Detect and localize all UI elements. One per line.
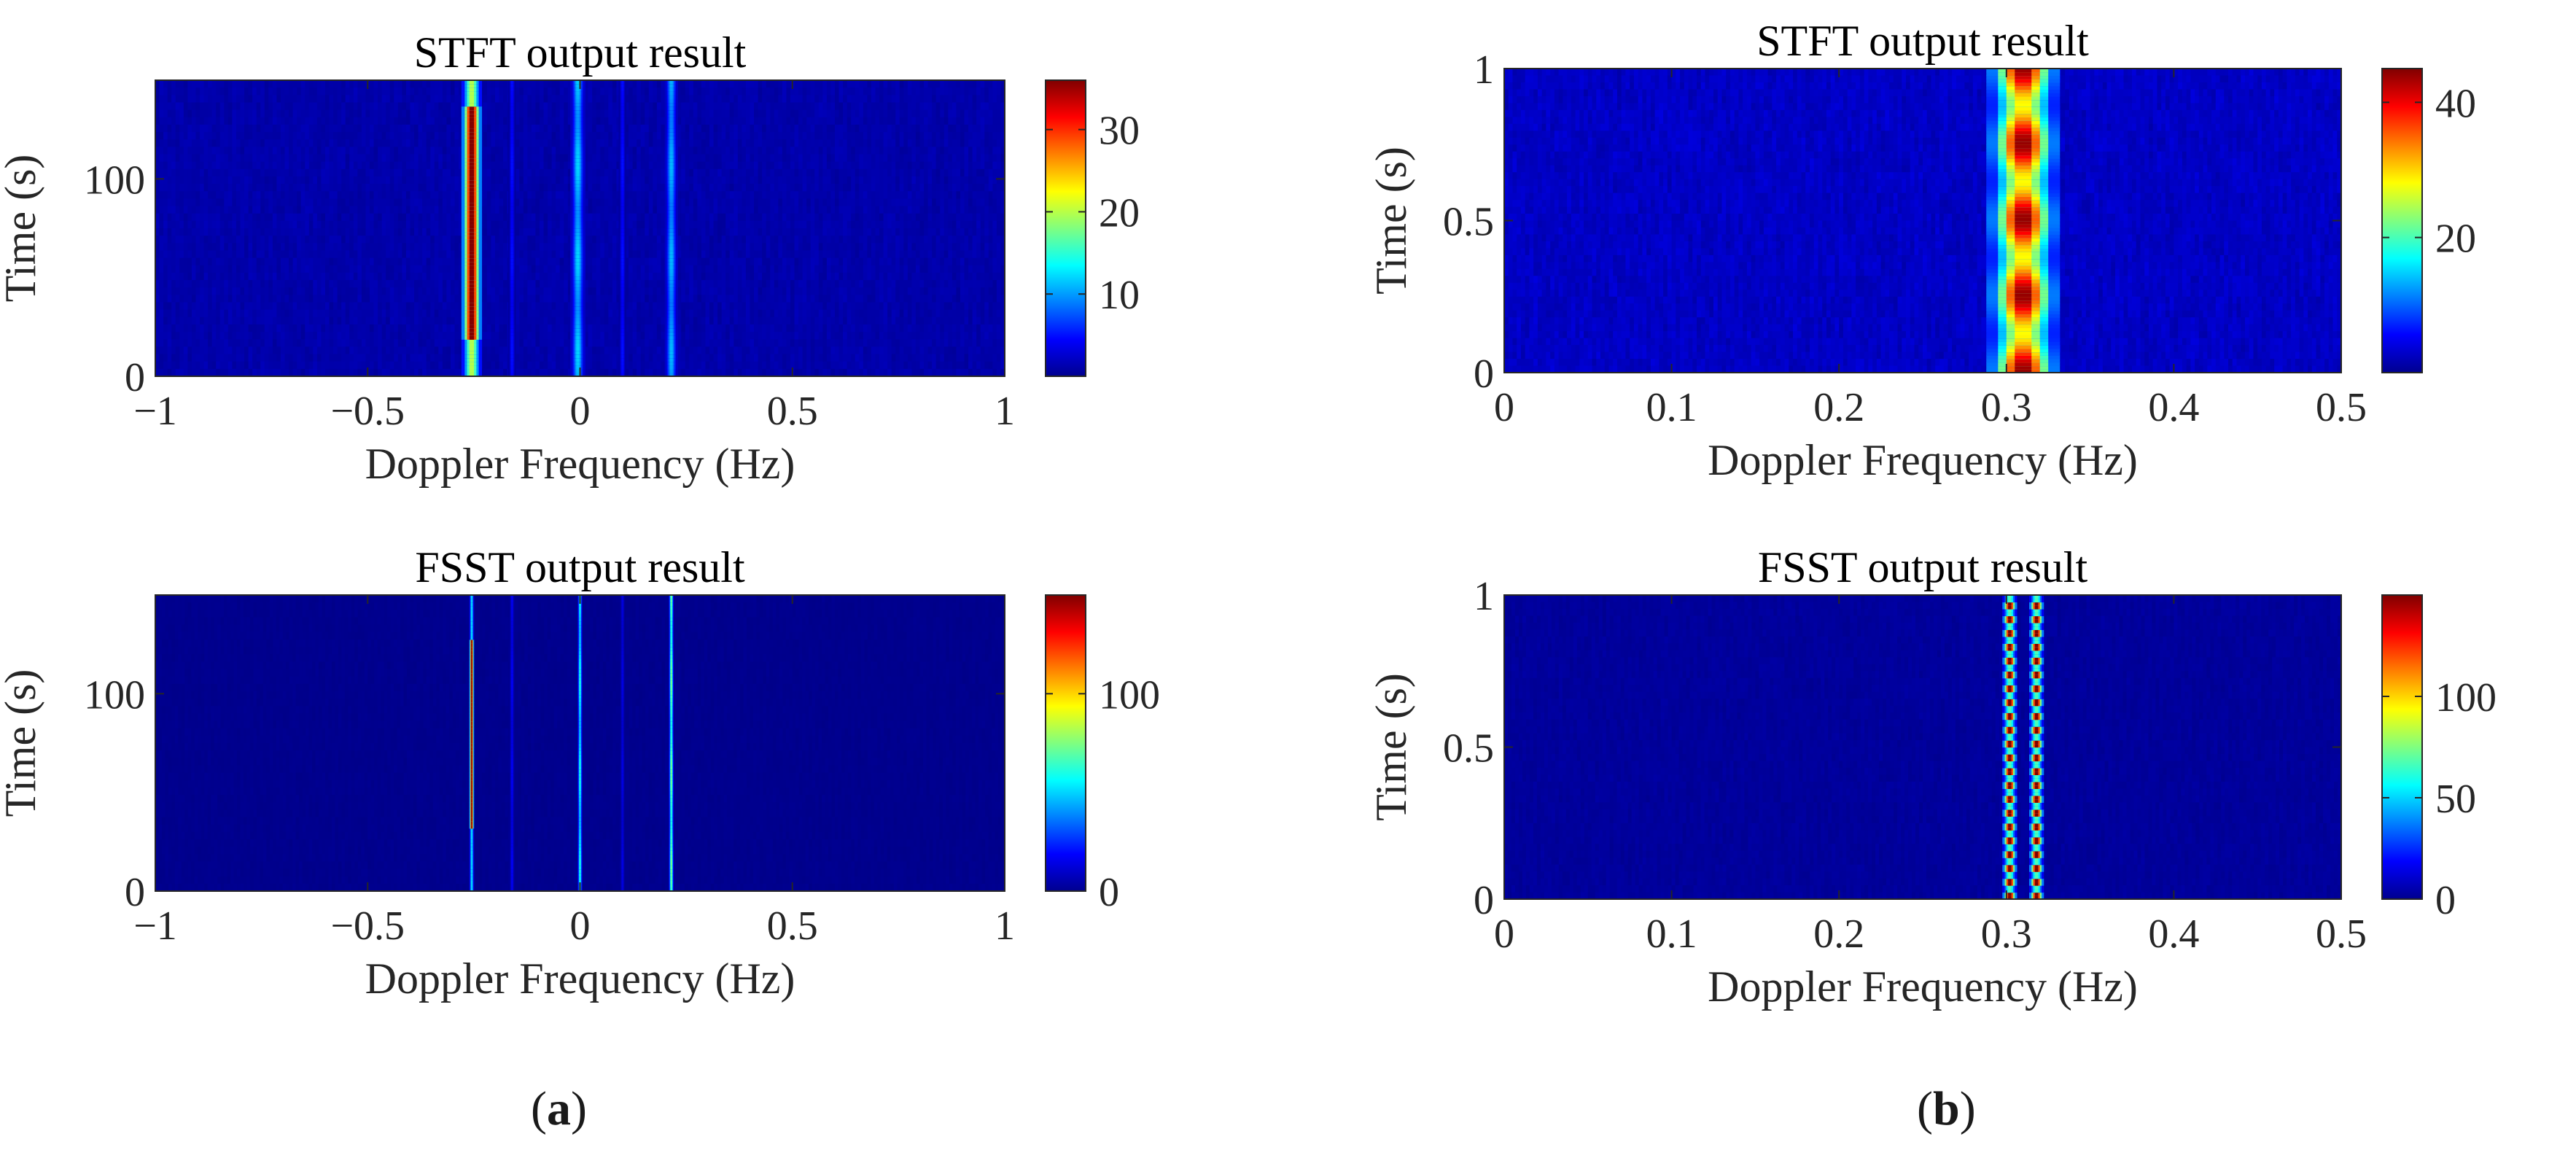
ridge-4 (664, 80, 678, 377)
chart-title: FSST output result (1758, 543, 2088, 591)
heatmap-field (155, 595, 1005, 892)
y-axis-label: Time (s) (0, 155, 44, 303)
ridge-3 (620, 595, 626, 892)
x-axis-label: Doppler Frequency (Hz) (1708, 436, 2138, 484)
colorbar-gradient (2382, 595, 2422, 899)
ridge-2 (577, 595, 583, 892)
x-tick-label: 0.1 (1646, 385, 1697, 430)
x-tick-label: 0.3 (1981, 385, 2032, 430)
ridge-0 (1986, 69, 2061, 373)
y-tick-label: 0 (125, 870, 145, 915)
y-tick-label: 0.5 (1443, 726, 1494, 771)
colorbar-gradient (1046, 595, 1086, 891)
chart-title: FSST output result (415, 543, 745, 591)
subplot-b-fsst: 0 0.1 0.2 0.3 0.4 0.5 0 0.5 1 FSST output result D… (1367, 543, 2497, 1011)
colorbar: 10 20 30 (1045, 79, 1140, 377)
y-tick-label: 1 (1474, 47, 1494, 93)
colorbar: 0 50 100 (2381, 594, 2497, 923)
x-tick-label: 0.5 (767, 389, 818, 434)
x-axis-label: Doppler Frequency (Hz) (1708, 963, 2138, 1011)
panel-label-a: (a) (531, 1085, 587, 1133)
x-tick-label: 0.2 (1813, 385, 1864, 430)
heatmap-field (155, 80, 1005, 377)
colorbar: 0 100 (1045, 594, 1160, 915)
colorbar-tick-label: 20 (1099, 190, 1140, 236)
colorbar-gradient (1046, 80, 1086, 376)
colorbar-tick-label: 50 (2435, 777, 2476, 822)
x-tick-label: 0.3 (1981, 912, 2032, 957)
x-tick-label: 1 (995, 389, 1015, 434)
ridge-1 (508, 80, 516, 377)
ridge-4 (669, 595, 674, 892)
x-tick-label: 0 (1494, 912, 1514, 957)
y-axis-label: Time (s) (0, 669, 44, 817)
x-tick-label: 0.4 (2148, 385, 2199, 430)
y-tick-label: 100 (84, 672, 145, 718)
y-tick-label: 100 (84, 158, 145, 203)
colorbar-frame (1045, 594, 1086, 892)
x-tick-label: −1 (133, 389, 177, 434)
x-tick-label: 0.2 (1813, 912, 1864, 957)
colorbar-frame (2381, 68, 2423, 373)
colorbar-gradient (2382, 69, 2422, 373)
heatmap-field (1504, 595, 2342, 900)
x-tick-label: 0.5 (2316, 912, 2367, 957)
heatmap-field (1504, 69, 2342, 373)
colorbar-tick-label: 10 (1099, 273, 1140, 318)
colorbar-tick-label: 0 (1099, 870, 1119, 915)
y-tick-label: 0 (125, 355, 145, 400)
colorbar-tick-label: 100 (1099, 672, 1160, 718)
ridge-1 (2029, 595, 2044, 900)
panel-label-b: (b) (1917, 1085, 1976, 1133)
x-tick-label: 1 (995, 903, 1015, 949)
ridge-0 (469, 595, 475, 892)
colorbar-tick-label: 100 (2435, 675, 2497, 720)
x-tick-label: 0 (570, 903, 591, 949)
colorbar-tick-label: 30 (1099, 109, 1140, 154)
subplot-a-fsst: −1 −0.5 0 0.5 1 0 100 FSST output result Doppler… (0, 543, 1160, 1003)
x-tick-label: 0 (570, 389, 591, 434)
colorbar-tick-label: 40 (2435, 81, 2476, 126)
colorbar-tick-label: 0 (2435, 878, 2456, 923)
x-axis-label: Doppler Frequency (Hz) (365, 440, 795, 488)
colorbar-tick-label: 20 (2435, 217, 2476, 262)
colorbar-frame (1045, 79, 1086, 377)
ridge-3 (618, 80, 626, 377)
x-tick-label: −0.5 (330, 903, 405, 949)
ridge-0 (461, 80, 483, 377)
y-axis-label: Time (s) (1367, 147, 1415, 295)
y-tick-label: 0.5 (1443, 200, 1494, 245)
ridge-2 (570, 80, 585, 377)
subplot-b-stft: 0 0.1 0.2 0.3 0.4 0.5 0 0.5 1 STFT output result D… (1367, 17, 2476, 484)
x-tick-label: −1 (133, 903, 177, 949)
x-axis-label: Doppler Frequency (Hz) (365, 955, 795, 1003)
y-tick-label: 0 (1474, 351, 1494, 397)
chart-title: STFT output result (1756, 17, 2089, 65)
y-tick-label: 0 (1474, 878, 1494, 923)
ridge-0 (2002, 595, 2017, 900)
x-tick-label: 0.4 (2148, 912, 2199, 957)
y-axis-label: Time (s) (1367, 673, 1415, 821)
chart-title: STFT output result (414, 28, 747, 77)
colorbar-frame (2381, 594, 2423, 900)
y-tick-label: 1 (1474, 574, 1494, 619)
x-tick-label: 0 (1494, 385, 1514, 430)
x-tick-label: 0.5 (2316, 385, 2367, 430)
x-tick-label: 0.1 (1646, 912, 1697, 957)
ridge-1 (510, 595, 515, 892)
x-tick-label: −0.5 (330, 389, 405, 434)
x-tick-label: 0.5 (767, 903, 818, 949)
